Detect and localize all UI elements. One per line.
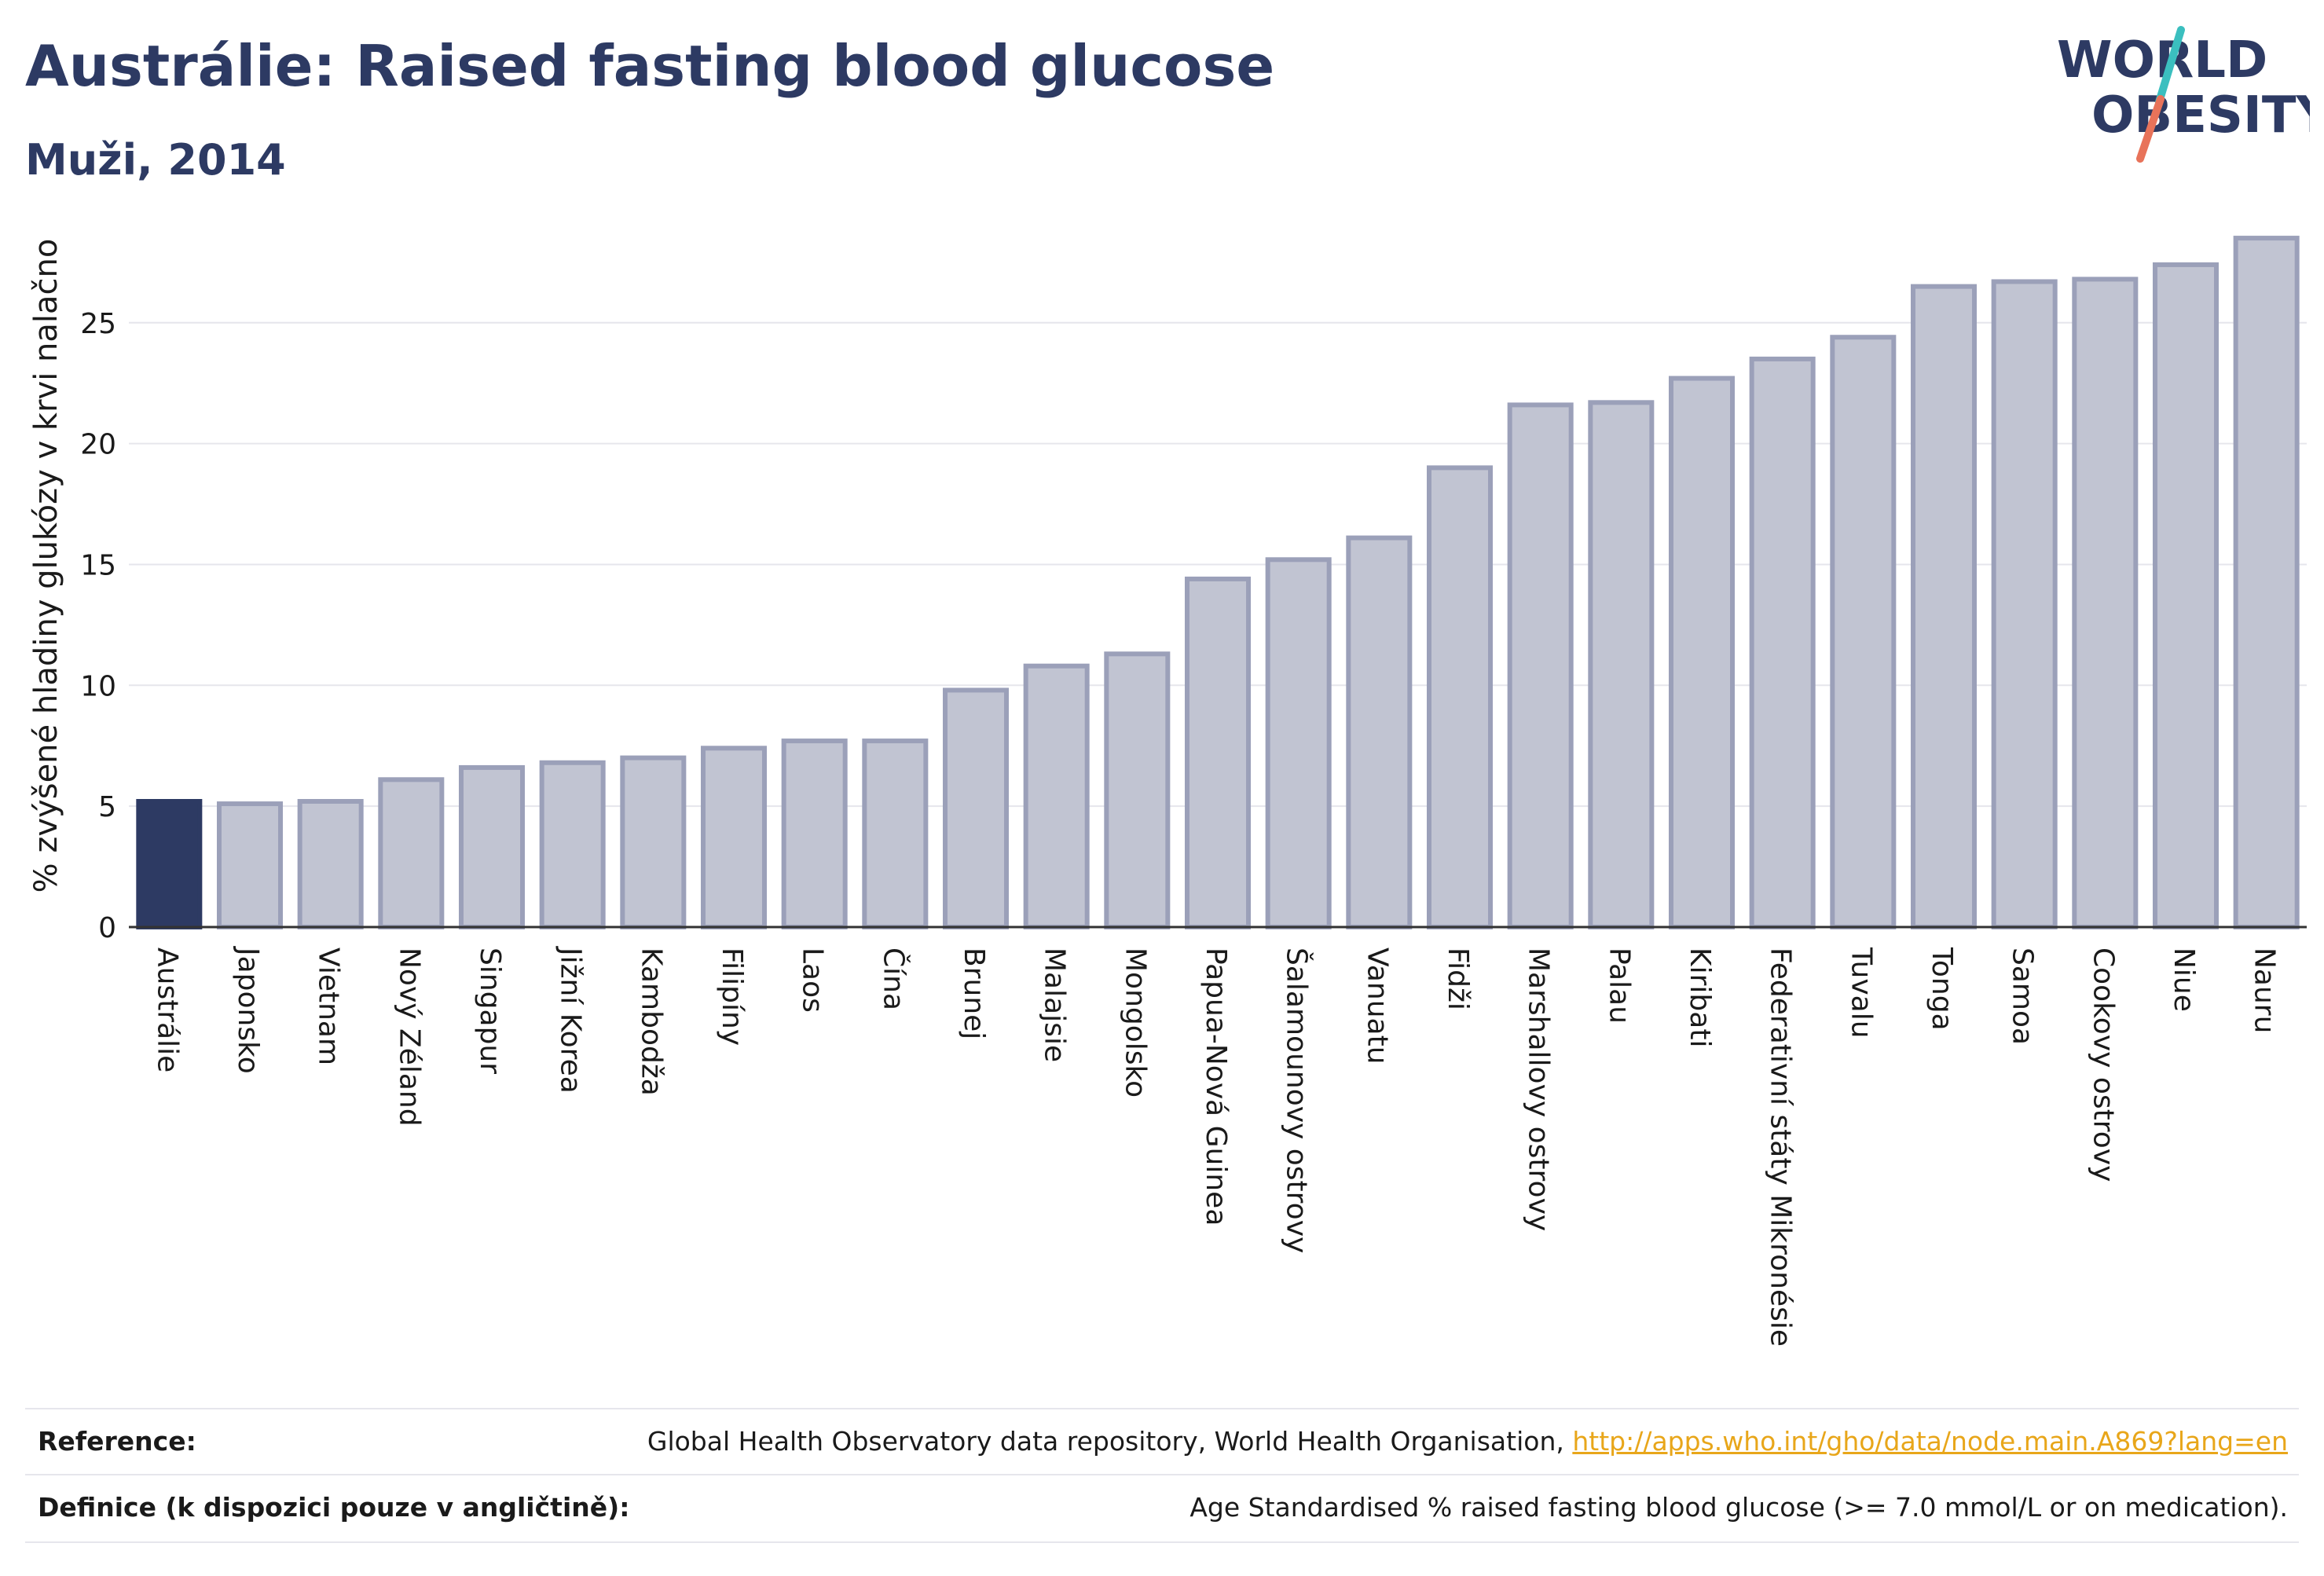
bar-16 (1346, 535, 1413, 929)
x-axis-labels: Austrálie Japonsko Vietnam Nový Zéland Singa… (151, 946, 2280, 1347)
x-tick-label: Vietnam (313, 947, 345, 1065)
x-tick-label: Japonsko (232, 946, 264, 1074)
bar-27 (2233, 236, 2300, 930)
x-tick-label: Papua-Nová Guinea (1200, 947, 1232, 1226)
y-tick-label: 20 (80, 429, 116, 461)
bar-13 (1104, 651, 1171, 929)
bar-1 (136, 799, 203, 929)
logo-slash-coral (2136, 95, 2165, 163)
y-tick-label: 0 (98, 912, 116, 944)
bar-18 (1507, 402, 1574, 929)
x-tick-label: Fidži (1442, 947, 1474, 1010)
y-tick-label: 5 (98, 791, 116, 823)
bar-9 (781, 739, 848, 929)
bar-8 (700, 746, 768, 929)
bar-12 (1023, 663, 1090, 929)
bar-20 (1668, 376, 1736, 929)
bar-24 (1991, 279, 2058, 929)
bar-6 (539, 760, 606, 929)
x-tick-label: Marshallovy ostrovy (1523, 947, 1555, 1231)
bar-22 (1830, 335, 1897, 929)
bar-11 (942, 687, 1010, 929)
x-tick-label: Tonga (1926, 947, 1958, 1031)
reference-label: Reference: (38, 1425, 196, 1457)
logo-slash-teal (2155, 26, 2185, 106)
y-axis-ticks: 0 5 10 15 20 25 (80, 308, 116, 944)
chart-title: Austrálie: Raised fasting blood glucose (25, 33, 1275, 99)
chart-subtitle: Muži, 2014 (25, 135, 286, 185)
bar-7 (620, 755, 687, 929)
definition-label: Definice (k dispozici pouze v angličtině… (38, 1491, 630, 1523)
bar-15 (1265, 557, 1332, 929)
x-tick-label: Jižní Korea (555, 946, 587, 1094)
bar-14 (1184, 576, 1252, 930)
bar-chart: 0 5 10 15 20 25 Austrálie Japonsko Vietnam Nový … (28, 236, 2307, 1347)
reference-text: Global Health Observatory data repositor… (647, 1425, 1573, 1457)
x-tick-label: Šalamounovy ostrovy (1281, 947, 1314, 1253)
reference-value: Global Health Observatory data repositor… (647, 1426, 2299, 1457)
reference-row: Reference: Global Health Observatory dat… (25, 1408, 2299, 1472)
bars (136, 236, 2300, 930)
x-tick-label: Samoa (2007, 947, 2039, 1045)
x-tick-label: Federativní státy Mikronésie (1765, 947, 1797, 1347)
bar-5 (458, 764, 526, 930)
bar-23 (1910, 284, 1978, 930)
x-tick-label: Laos (797, 947, 829, 1013)
bar-3 (297, 799, 364, 929)
logo-word-obesity: OBESITY (2091, 86, 2310, 145)
x-tick-label: Nový Zéland (393, 947, 425, 1127)
x-tick-label: Malajsie (1039, 947, 1071, 1062)
bar-19 (1588, 400, 1655, 929)
y-axis-label: % zvýšené hladiny glukózy v krvi nalačno (28, 239, 64, 893)
world-obesity-logo: WORLD OBESITY (2057, 26, 2310, 163)
x-tick-label: Niue (2168, 947, 2200, 1012)
x-tick-label: Čína (877, 947, 910, 1010)
bar-17 (1426, 465, 1494, 929)
definition-row: Definice (k dispozici pouze v angličtině… (25, 1474, 2299, 1538)
x-tick-label: Mongolsko (1119, 947, 1151, 1098)
x-tick-label: Kiribati (1684, 947, 1716, 1047)
footer-divider (25, 1541, 2299, 1543)
x-tick-label: Tuvalu (1845, 947, 1877, 1039)
bar-26 (2152, 262, 2220, 929)
x-tick-label: Austrálie (151, 947, 183, 1072)
bar-21 (1749, 356, 1816, 929)
x-tick-label: Vanuatu (1361, 947, 1393, 1065)
definition-text: Age Standardised % raised fasting blood … (1189, 1491, 2288, 1523)
y-tick-label: 15 (80, 549, 116, 581)
x-tick-label: Kambodža (635, 947, 667, 1096)
bar-10 (862, 739, 929, 929)
x-tick-label: Nauru (2249, 947, 2281, 1033)
reference-link[interactable]: http://apps.who.int/gho/data/node.main.A… (1572, 1425, 2288, 1457)
y-tick-label: 25 (80, 308, 116, 340)
x-tick-label: Brunej (958, 947, 990, 1039)
y-tick-label: 10 (80, 670, 116, 702)
bar-2 (216, 801, 284, 929)
bar-4 (378, 777, 445, 929)
x-tick-label: Palau (1603, 947, 1635, 1024)
x-tick-label: Filipíny (716, 947, 748, 1046)
x-tick-label: Singapur (474, 947, 506, 1074)
x-tick-label: Cookovy ostrovy (2087, 947, 2119, 1182)
bar-25 (2072, 277, 2139, 929)
